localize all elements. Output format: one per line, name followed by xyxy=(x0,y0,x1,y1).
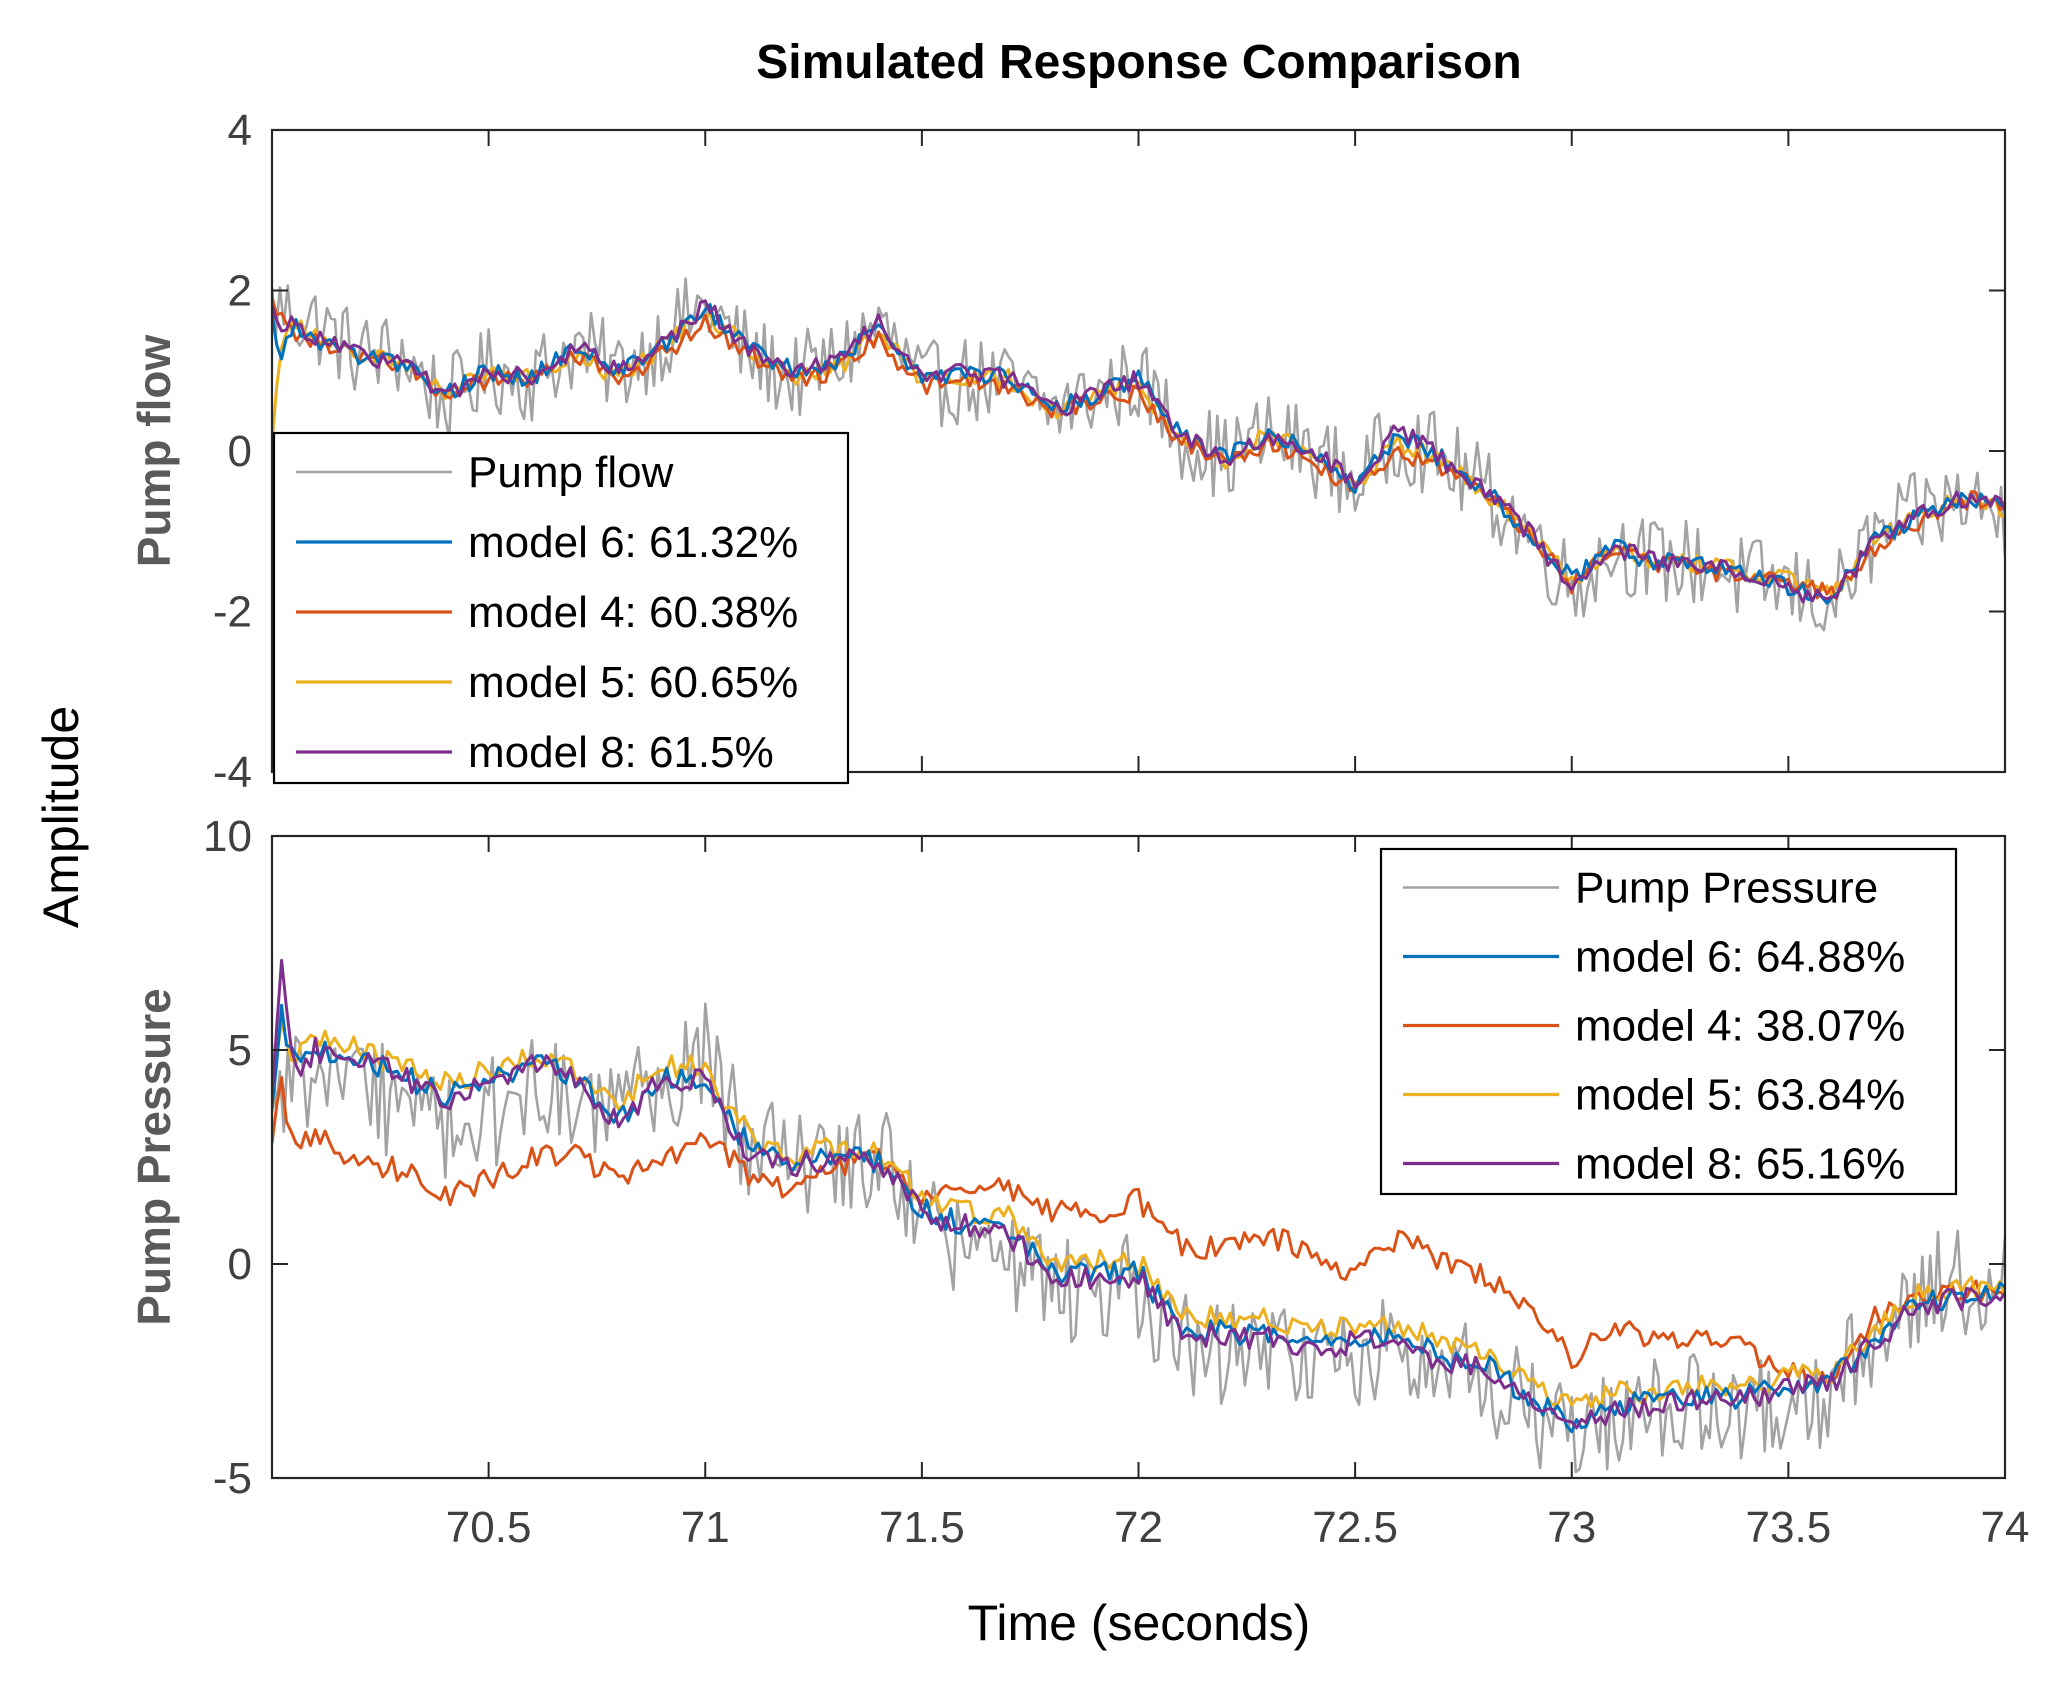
series-group xyxy=(272,958,2005,1474)
panel-1: -4 -2 0 2 4 Pump flow Pump flow model 6: 61.32%… xyxy=(128,106,2007,797)
x-tick-label: 71.5 xyxy=(879,1503,965,1552)
legend-label: model 6: 61.32% xyxy=(468,518,798,567)
series-line-model-8 xyxy=(272,958,2005,1430)
legend: Pump Pressure model 6: 64.88% model 4: 38.… xyxy=(1379,847,1958,1196)
x-tick-label: 73 xyxy=(1547,1503,1596,1552)
panel-ylabel: Pump flow xyxy=(128,335,180,568)
legend-box xyxy=(272,431,850,785)
x-axis-label: Time (seconds) xyxy=(968,1595,1311,1651)
panel-ylabel: Pump Pressure xyxy=(128,988,180,1325)
legend-label: model 8: 65.16% xyxy=(1575,1140,1905,1189)
x-tick-label: 71 xyxy=(681,1503,730,1552)
series-line-pump-pressure xyxy=(272,1002,2005,1474)
y-tick-label: 2 xyxy=(228,267,252,316)
legend-label: model 6: 64.88% xyxy=(1575,933,1905,982)
y-tick-label: -5 xyxy=(213,1454,252,1503)
series-line-model-8 xyxy=(272,299,2005,604)
panels-group: -4 -2 0 2 4 Pump flow Pump flow model 6: 61.32%… xyxy=(128,106,2029,1552)
y-tick-label: 4 xyxy=(228,106,252,155)
x-tick-label: 70.5 xyxy=(446,1503,532,1552)
series-line-model-6 xyxy=(272,303,2005,605)
y-tick-label: 5 xyxy=(228,1026,252,1075)
series-line-model-4 xyxy=(272,1076,2005,1387)
x-tick-label: 72 xyxy=(1114,1503,1163,1552)
panel-2: 70.5 71 71.5 72 72.5 73 73.5 74 -5 0 5 10 Pump Press… xyxy=(128,812,2029,1552)
series-line-model-5 xyxy=(272,1020,2005,1409)
legend-box xyxy=(1379,847,1958,1196)
legend-label: model 4: 38.07% xyxy=(1575,1002,1905,1051)
shared-ylabel: Amplitude xyxy=(33,706,89,928)
x-tick-label: 74 xyxy=(1981,1503,2030,1552)
y-tick-label: 0 xyxy=(228,427,252,476)
y-tick-label: 0 xyxy=(228,1240,252,1289)
legend-label: Pump Pressure xyxy=(1575,864,1878,913)
y-tick-label: -4 xyxy=(213,748,252,797)
y-tick-label: 10 xyxy=(203,812,252,861)
series-group xyxy=(272,277,2005,632)
legend: Pump flow model 6: 61.32% model 4: 60.38% m… xyxy=(272,431,850,785)
chart-title: Simulated Response Comparison xyxy=(756,36,1522,89)
legend-label: model 4: 60.38% xyxy=(468,588,798,637)
legend-label: Pump flow xyxy=(468,448,674,497)
legend-label: model 8: 61.5% xyxy=(468,728,774,777)
y-tick-label: -2 xyxy=(213,588,252,637)
legend-label: model 5: 60.65% xyxy=(468,658,798,707)
series-line-model-5 xyxy=(272,313,2005,598)
legend-label: model 5: 63.84% xyxy=(1575,1071,1905,1120)
x-tick-label: 72.5 xyxy=(1312,1503,1398,1552)
x-tick-label: 73.5 xyxy=(1746,1503,1832,1552)
